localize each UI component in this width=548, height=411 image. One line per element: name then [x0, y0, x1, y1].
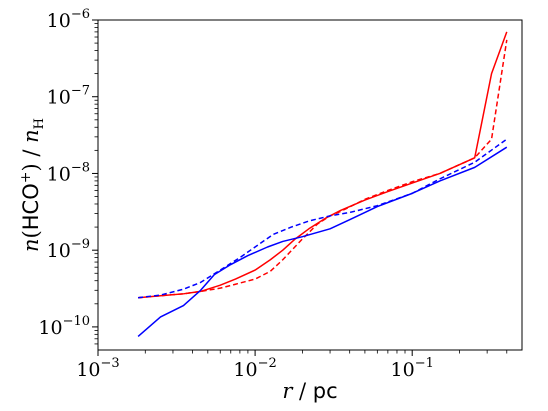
- tick-layer: 10−3 10−2 10−1 10−10 10−9 10−8 10−7 10−6: [38, 7, 508, 381]
- series-layer: [137, 31, 508, 338]
- x-tick-label: 10−1: [391, 356, 434, 381]
- y-tick-label: 10−8: [47, 160, 90, 185]
- x-tick-label: 10−3: [76, 356, 119, 381]
- y-tick-label: 10−10: [38, 314, 90, 339]
- y-axis-label: n(HCO+) / nH: [18, 118, 47, 252]
- x-axis-label: r / pc: [282, 379, 337, 403]
- series-line-2: [138, 39, 508, 299]
- x-tick-label: 10−2: [233, 356, 276, 381]
- y-tick-label: 10−7: [47, 84, 90, 109]
- series-line-4: [138, 138, 508, 299]
- y-tick-label: 10−6: [47, 7, 90, 32]
- y-tick-label: 10−9: [47, 237, 90, 262]
